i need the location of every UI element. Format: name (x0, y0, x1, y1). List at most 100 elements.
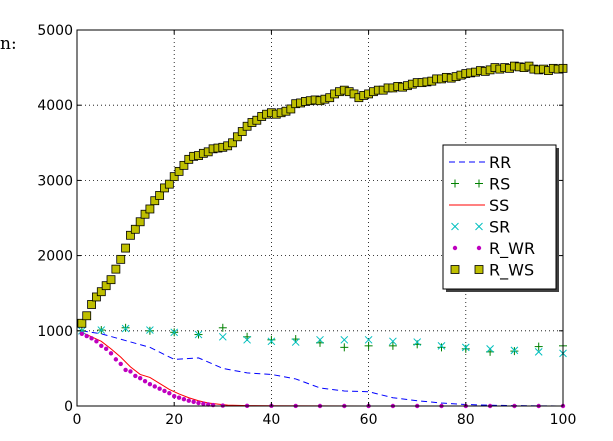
data-point-r-wr (142, 378, 148, 384)
data-point-sr (534, 348, 543, 356)
data-point-r-ws (164, 179, 174, 189)
y-tick-label: 4000 (37, 98, 73, 114)
data-point-sr (146, 326, 154, 334)
data-point-r-wr (128, 369, 133, 374)
data-point-sr (316, 335, 324, 344)
data-point-sr (389, 337, 397, 346)
data-point-sr (97, 326, 106, 334)
data-point-r-wr (191, 399, 196, 405)
y-tick-label: 0 (64, 399, 73, 415)
x-marker-b (243, 335, 251, 344)
x-marker-b (437, 341, 446, 350)
data-point-sr (121, 324, 130, 333)
data-point-sr (194, 330, 203, 339)
x-marker-b (389, 337, 397, 346)
legend-label-sr: SR (489, 218, 510, 237)
x-marker-b (291, 338, 300, 346)
data-point-sr (218, 332, 227, 341)
x-marker-b (413, 338, 422, 346)
data-point-r-wr (123, 367, 128, 373)
data-point-r-ws (286, 104, 296, 114)
data-point-r-ws (101, 281, 111, 291)
legend-label-r-wr: R_WR (489, 239, 535, 259)
data-point-sr (364, 335, 373, 344)
legend-swatch-rs (475, 179, 483, 188)
data-point-r-wr (113, 357, 119, 362)
x-marker-b (170, 328, 179, 337)
data-point-r-wr (79, 331, 85, 337)
data-point-r-wr (108, 351, 114, 356)
legend-swatch-sr (475, 222, 483, 231)
data-point-r-ws (96, 287, 106, 297)
x-marker-b (121, 324, 130, 333)
x-marker-b (97, 326, 106, 334)
x-marker-b (486, 344, 494, 353)
data-point-r-ws (92, 292, 101, 302)
x-marker-b (364, 335, 373, 344)
series-r-wr (79, 331, 566, 409)
data-point-sr (243, 335, 251, 344)
data-point-r-ws (77, 318, 87, 328)
data-point-r-ws (174, 166, 184, 176)
data-point-r-wr (176, 395, 182, 400)
x-marker-b (146, 326, 154, 334)
data-point-r-ws (228, 138, 237, 148)
data-point-r-wr (152, 384, 157, 389)
legend-swatch-rs (451, 179, 459, 188)
data-point-rs (340, 343, 349, 352)
data-point-r-ws (232, 132, 242, 142)
data-point-r-wr (162, 388, 167, 394)
data-point-r-wr (137, 375, 143, 381)
data-point-r-ws (130, 224, 140, 234)
data-point-rs (510, 347, 519, 356)
x-marker-b (461, 343, 470, 352)
data-point-sr (291, 338, 300, 346)
data-point-r-wr (84, 333, 89, 339)
data-point-sr (437, 341, 446, 350)
legend-swatch-r-ws (474, 265, 484, 274)
legend-swatch-r-ws (450, 265, 460, 274)
data-point-rs (145, 326, 154, 335)
data-point-sr (486, 344, 494, 353)
data-point-r-wr (167, 391, 172, 396)
y-tick-label: 5000 (37, 23, 73, 39)
data-point-r-ws (106, 275, 116, 285)
series-sr (78, 324, 567, 358)
legend-swatch-sr (451, 222, 459, 231)
x-tick-label: 0 (73, 412, 82, 428)
cropped-text-fragment: n: (0, 34, 17, 54)
legend-label-rs: RS (489, 175, 510, 194)
legend-box (442, 144, 557, 290)
legend-label-rr: RR (489, 153, 511, 172)
legend-swatch-r-wr (452, 245, 458, 251)
y-tick-label: 3000 (37, 173, 73, 189)
x-marker-b (340, 335, 349, 344)
data-point-sr (267, 337, 276, 346)
series-r-ws (77, 61, 568, 328)
data-point-sr (170, 328, 179, 337)
data-point-rs (121, 323, 130, 332)
data-point-r-wr (147, 381, 153, 387)
data-point-rs (364, 341, 373, 350)
legend-label-ss: SS (489, 196, 509, 215)
data-point-rs (388, 341, 397, 350)
data-point-r-ws (111, 264, 121, 274)
data-point-r-wr (133, 373, 138, 379)
data-point-r-ws (150, 196, 160, 206)
x-tick-label: 80 (457, 412, 475, 428)
y-tick-label: 1000 (37, 324, 73, 340)
x-marker-b (475, 222, 483, 231)
legend-swatch-r-wr (476, 245, 482, 251)
x-tick-label: 40 (262, 412, 280, 428)
y-tick-label: 2000 (37, 249, 73, 265)
data-point-r-wr (201, 401, 206, 406)
data-point-r-wr (196, 400, 201, 406)
legend: RR RS SS SR R_WRR_WS (442, 144, 559, 292)
data-point-r-wr (172, 394, 177, 399)
x-marker-b (267, 337, 276, 346)
x-marker-b (218, 332, 227, 341)
data-point-sr (340, 335, 349, 344)
x-marker-b (316, 335, 324, 344)
x-marker-b (510, 346, 519, 355)
